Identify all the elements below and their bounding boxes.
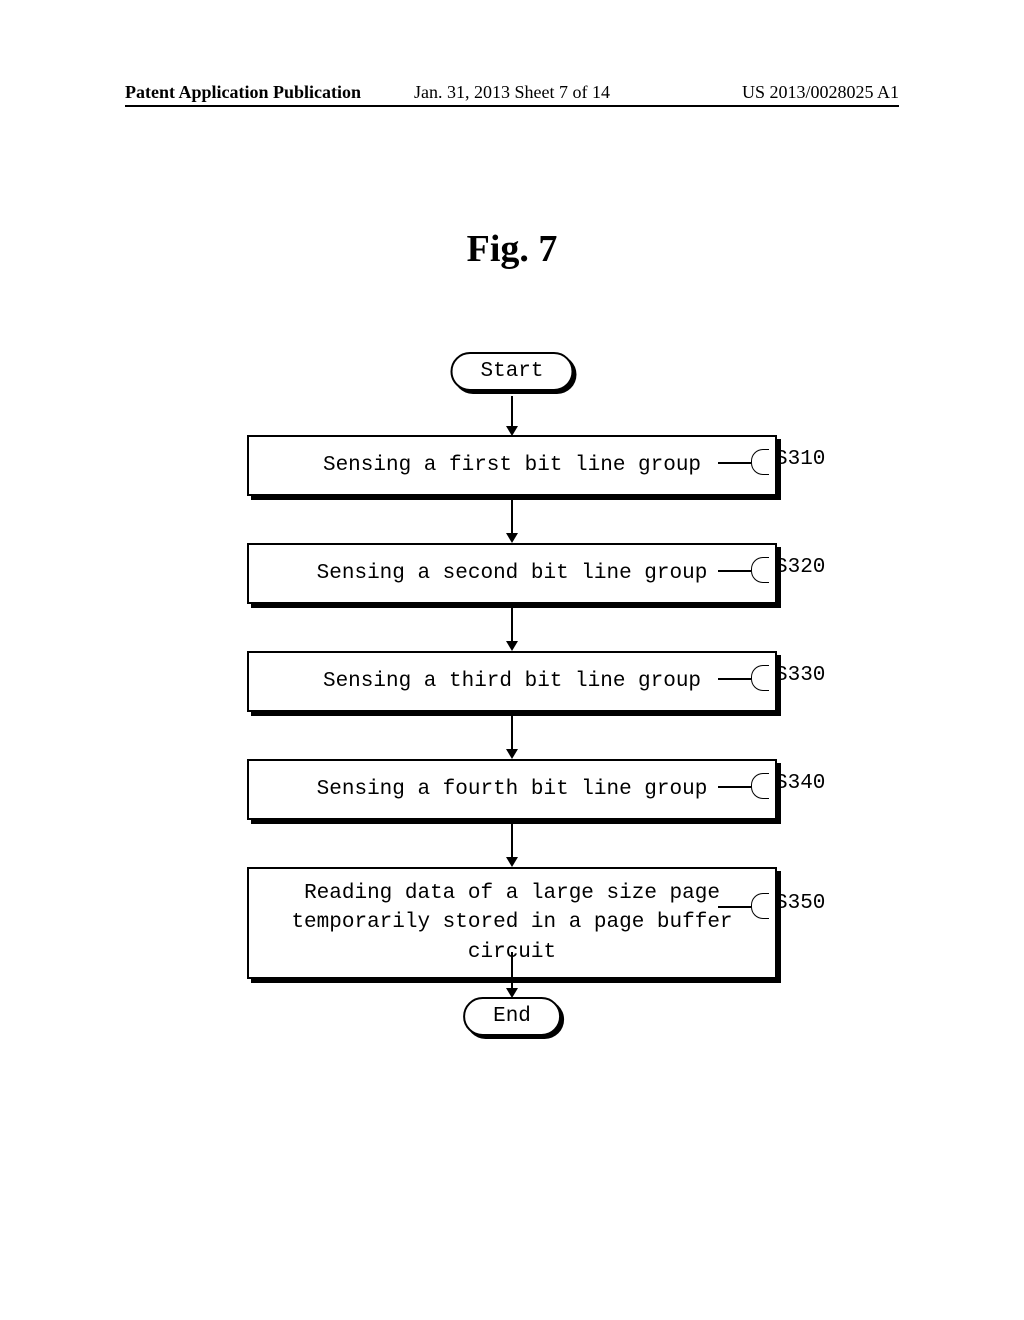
step-label-1: S310: [775, 448, 825, 471]
arrowhead-icon: [506, 857, 518, 867]
header-right: US 2013/0028025 A1: [742, 82, 899, 103]
label-connector-curve: [751, 893, 769, 919]
label-connector-curve: [751, 773, 769, 799]
step-label-3: S330: [775, 664, 825, 687]
end-terminal: End: [463, 997, 561, 1036]
header-left: Patent Application Publication: [125, 82, 361, 103]
label-connector-line: [718, 678, 751, 680]
step-label-2: S320: [775, 556, 825, 579]
arrow: [511, 396, 513, 426]
label-connector-line: [718, 906, 751, 908]
arrow: [511, 494, 513, 533]
start-terminal: Start: [450, 352, 573, 391]
arrow: [511, 602, 513, 641]
process-step-1: Sensing a first bit line group: [247, 435, 777, 496]
step-label-4: S340: [775, 772, 825, 795]
process-step-4: Sensing a fourth bit line group: [247, 759, 777, 820]
arrow: [511, 952, 513, 988]
process-step-2: Sensing a second bit line group: [247, 543, 777, 604]
header-divider: [125, 105, 899, 107]
arrowhead-icon: [506, 749, 518, 759]
arrow: [511, 818, 513, 857]
step-label-5: S350: [775, 892, 825, 915]
label-connector-curve: [751, 557, 769, 583]
process-step-3: Sensing a third bit line group: [247, 651, 777, 712]
label-connector-line: [718, 462, 751, 464]
label-connector-curve: [751, 449, 769, 475]
arrow: [511, 710, 513, 749]
arrowhead-icon: [506, 533, 518, 543]
header-center: Jan. 31, 2013 Sheet 7 of 14: [414, 82, 610, 103]
arrowhead-icon: [506, 641, 518, 651]
figure-title: Fig. 7: [467, 227, 558, 271]
label-connector-line: [718, 570, 751, 572]
label-connector-line: [718, 786, 751, 788]
label-connector-curve: [751, 665, 769, 691]
